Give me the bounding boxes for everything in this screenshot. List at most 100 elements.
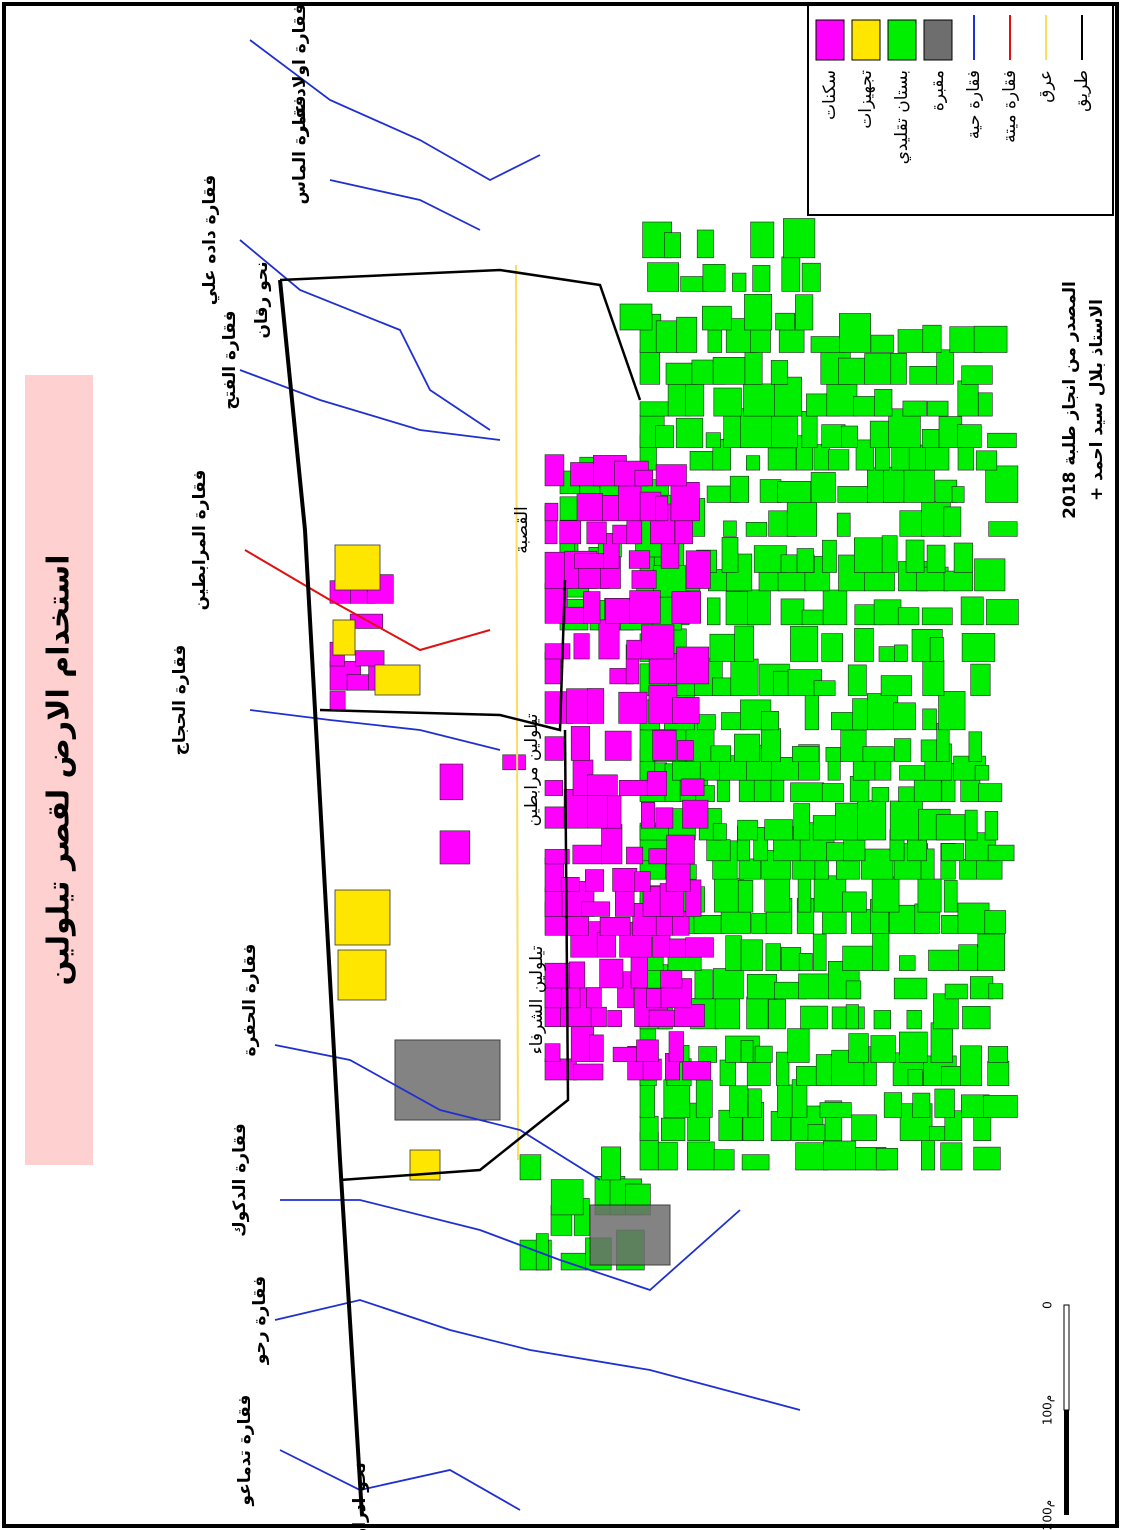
- garden: [640, 1116, 658, 1141]
- housing: [626, 847, 642, 864]
- garden: [907, 1010, 922, 1029]
- garden: [771, 416, 797, 448]
- garden: [776, 313, 795, 330]
- housing: [545, 503, 558, 521]
- garden: [894, 739, 911, 762]
- garden: [979, 784, 1002, 802]
- garden: [923, 660, 944, 695]
- garden: [944, 880, 957, 912]
- page: {"title": "استخدام الارض لقصر تيلولين", …: [0, 0, 1121, 1530]
- garden: [908, 1070, 922, 1086]
- garden: [722, 537, 738, 572]
- housing: [602, 825, 623, 864]
- housing: [599, 620, 619, 659]
- garden: [884, 1093, 902, 1118]
- housing: [356, 651, 385, 666]
- garden: [965, 810, 977, 840]
- housing: [618, 483, 641, 521]
- housing: [545, 1044, 560, 1062]
- garden: [975, 559, 1006, 591]
- garden: [899, 956, 915, 971]
- garden: [985, 911, 1006, 934]
- map: استخدام الارض لقصر تيلولين سكنات تجهيزات ب…: [0, 0, 1121, 1530]
- garden: [814, 445, 830, 471]
- housing: [649, 849, 669, 864]
- garden: [698, 715, 716, 730]
- garden: [975, 765, 989, 780]
- garden: [658, 1142, 677, 1170]
- garden: [778, 571, 806, 591]
- garden: [703, 264, 725, 291]
- garden: [909, 445, 925, 470]
- garden: [746, 522, 767, 536]
- housing: [586, 988, 601, 1008]
- garden: [875, 389, 892, 416]
- housing: [686, 551, 710, 589]
- housing: [545, 644, 570, 659]
- qanat-label: فقارة الحفرة: [240, 944, 260, 1057]
- garden: [867, 694, 898, 730]
- housing: [641, 802, 655, 828]
- garden: [894, 978, 927, 999]
- garden: [656, 321, 678, 353]
- qanat-label: فقارة الدكوك: [230, 1123, 250, 1237]
- garden: [707, 598, 720, 625]
- garden: [962, 366, 993, 385]
- housing: [590, 1035, 604, 1062]
- garden: [813, 934, 826, 971]
- direction-label: نحو ادرار: [350, 1462, 370, 1530]
- housing: [637, 1040, 659, 1062]
- garden: [969, 732, 982, 762]
- housing: [669, 1032, 684, 1062]
- garden: [854, 538, 883, 573]
- garden: [795, 295, 813, 330]
- housing: [585, 870, 603, 892]
- housing: [545, 455, 564, 486]
- garden: [986, 466, 1018, 503]
- garden: [781, 947, 801, 970]
- garden: [551, 1180, 583, 1215]
- housing: [647, 771, 667, 795]
- garden: [755, 1046, 772, 1062]
- garden: [677, 317, 697, 352]
- garden: [713, 969, 743, 999]
- housing: [641, 625, 674, 659]
- garden: [702, 306, 731, 330]
- scale-label: 100م: [1041, 1395, 1055, 1425]
- garden: [694, 915, 725, 933]
- legend-label: تجهيزات: [856, 70, 876, 129]
- garden: [989, 522, 1018, 537]
- garden: [894, 703, 916, 730]
- garden: [865, 354, 891, 385]
- garden: [883, 467, 904, 502]
- garden: [838, 486, 870, 502]
- housing: [605, 731, 631, 760]
- housing: [683, 800, 709, 828]
- garden: [805, 694, 819, 730]
- garden: [769, 1000, 786, 1029]
- garden: [843, 946, 875, 971]
- garden: [843, 892, 867, 912]
- garden: [665, 233, 681, 258]
- housing: [440, 764, 463, 800]
- garden: [971, 664, 991, 696]
- garden: [923, 325, 941, 352]
- legend-label: سكنات: [820, 70, 840, 120]
- map-title: استخدام الارض لقصر تيلولين: [42, 555, 77, 986]
- garden: [791, 783, 824, 802]
- place-label: تيلولين الشرفاء: [527, 945, 547, 1054]
- garden: [962, 633, 995, 661]
- garden: [944, 507, 961, 537]
- garden: [974, 326, 1007, 352]
- garden: [957, 425, 981, 448]
- housing: [677, 647, 709, 684]
- garden: [941, 1143, 962, 1170]
- garden: [963, 1006, 991, 1029]
- garden: [771, 777, 784, 802]
- garden: [747, 997, 769, 1029]
- garden: [841, 730, 867, 762]
- housing: [545, 780, 563, 795]
- legend-label: بستان تقليدي: [892, 70, 912, 164]
- garden: [822, 910, 846, 934]
- garden: [922, 608, 952, 625]
